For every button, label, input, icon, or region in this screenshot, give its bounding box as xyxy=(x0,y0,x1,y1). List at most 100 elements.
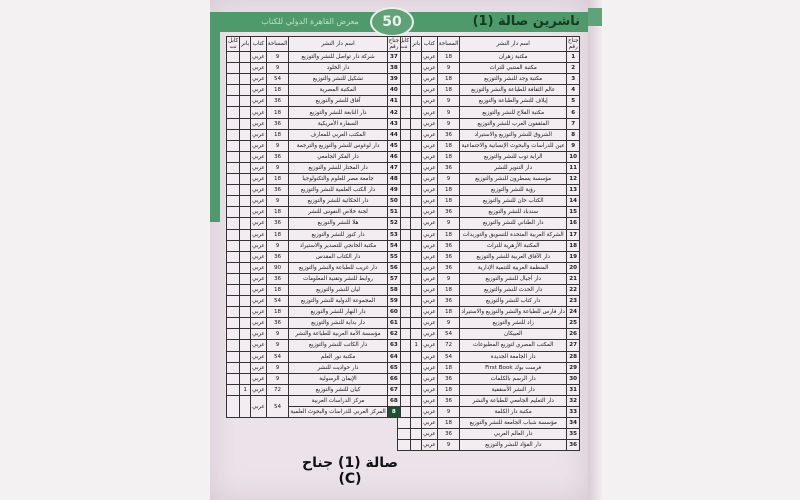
banner xyxy=(239,228,252,241)
area: 18 xyxy=(265,128,290,141)
book-type: عربي xyxy=(250,394,267,419)
publisher-name: مركز الدراسات العربية xyxy=(288,394,388,408)
booth-number: 7 xyxy=(565,117,581,130)
book-type: عربي xyxy=(421,250,438,263)
table-row: 52 هلا للنشر والتوزيع 36 عربي xyxy=(225,217,402,230)
booth-number: 20 xyxy=(565,261,581,274)
area: 18 xyxy=(436,184,461,197)
booth-number: 40 xyxy=(386,84,402,97)
fair-logo-text: معرض القاهرة الدولي للكتاب xyxy=(261,17,359,26)
area: 18 xyxy=(436,383,461,396)
book-type: عربي xyxy=(421,62,438,75)
area: 9 xyxy=(265,361,290,374)
publisher-name: مكتبة الفلاح للنشر والتوزيع xyxy=(459,106,567,119)
book-type: عربي xyxy=(250,117,267,130)
book-type: عربي xyxy=(421,283,438,297)
area: 9 xyxy=(436,439,461,452)
table-row: 25 زاد للنشر والتوزيع 9 عربي xyxy=(396,317,581,330)
booth-number: 65 xyxy=(386,361,402,374)
publisher-name: دار الكاتب للنشر والتوزيع xyxy=(288,339,388,352)
publisher-name: المثقفون العرب للنشر والتوزيع xyxy=(459,117,567,130)
publisher-name: السفارة الأمريكية xyxy=(288,117,388,130)
publisher-name: المكتبة المصرية xyxy=(288,84,388,97)
table-row: 59 المجموعة الدولية للنشر والتوزيع 54 عربي xyxy=(225,295,402,308)
booth-number: 15 xyxy=(565,206,581,219)
publisher-name: دار الكتب العلمية للنشر والتوزيع xyxy=(288,184,388,197)
banner xyxy=(410,428,423,441)
area: 18 xyxy=(265,84,290,97)
publisher-name: دار كنوز للنشر والتوزيع xyxy=(288,228,388,241)
table-row: 13 رؤية للنشر والتوزيع 18 عربي xyxy=(396,184,581,197)
publisher-name: مكتبة زهران xyxy=(459,50,567,64)
table-row: 44 المكتب العربي للمعارف 18 عربي xyxy=(225,128,402,141)
booth-number: 8 xyxy=(565,128,581,141)
table-row: 1 مكتبة زهران 18 عربي xyxy=(396,50,581,64)
area: 54 xyxy=(436,350,461,363)
book-type: عربي xyxy=(421,328,438,341)
area: 90 xyxy=(265,261,290,274)
booth-number: 25 xyxy=(565,317,581,330)
banner xyxy=(410,139,423,152)
book-type: عربي xyxy=(250,328,267,341)
table-row: 47 دار المختار للنشر والتوزيع 9 عربي xyxy=(225,161,402,175)
booth-number: 24 xyxy=(565,306,581,319)
book-type: عربي xyxy=(421,239,438,252)
booth-number: 47 xyxy=(386,161,402,175)
cable-net xyxy=(225,306,241,319)
table-row: 15 سندباد للنشر والتوزيع 36 عربي xyxy=(396,206,581,219)
banner xyxy=(410,239,423,252)
booth-number: 41 xyxy=(386,95,402,108)
publisher-name: دار المختار للنشر والتوزيع xyxy=(288,161,388,175)
book-type: عربي xyxy=(421,217,438,230)
publisher-name: دار الخلود xyxy=(288,62,388,75)
banner xyxy=(239,73,252,86)
book-type: عربي xyxy=(421,117,438,130)
table-row: 41 آفاق للنشر والتوزيع 36 عربي xyxy=(225,95,402,108)
banner xyxy=(239,106,252,119)
book-type: عربي xyxy=(250,206,267,219)
banner xyxy=(410,50,423,64)
table-row: 32 دار التعليم الجامعي للطباعة والنشر 36 عر… xyxy=(396,394,581,408)
publisher-name: مكتبة وجد للنشر والتوزيع xyxy=(459,73,567,86)
book-type: عربي xyxy=(421,173,438,186)
booth-number: 35 xyxy=(565,428,581,441)
area: 9 xyxy=(265,161,290,175)
booth-number: 64 xyxy=(386,350,402,363)
banner xyxy=(410,272,423,285)
booth-number: 17 xyxy=(565,228,581,241)
publisher-name: مؤسسة يسطرون للنشر والتوزيع xyxy=(459,173,567,186)
publisher-name: مكتبة دار الكلمة xyxy=(459,405,567,419)
publisher-name: دار الرسم بالكلمات xyxy=(459,372,567,385)
booth-number: 57 xyxy=(386,272,402,285)
banner xyxy=(410,84,423,97)
area: 18 xyxy=(265,306,290,319)
area: 18 xyxy=(436,73,461,86)
area: 9 xyxy=(436,272,461,285)
booth-number: 39 xyxy=(386,73,402,86)
publisher-name: مؤسسة الأمة العربية للطباعة والنشر xyxy=(288,328,388,341)
publishers-table-right: جناح رقم اسم دار النشر المساحة كتاب بانر كابل… xyxy=(396,36,581,452)
publisher-name: المكتب العربي للمعارف xyxy=(288,128,388,141)
book-type: عربي xyxy=(421,394,438,408)
page-title: ناشرين صالة (1) xyxy=(472,14,580,29)
table-row: 62 مؤسسة الأمة العربية للطباعة والنشر 9 عرب… xyxy=(225,328,402,341)
area: 36 xyxy=(265,95,290,108)
publisher-name: جامعة مصر للعلوم والتكنولوجيا xyxy=(288,173,388,186)
book-type: عربي xyxy=(421,139,438,152)
booth-number: 28 xyxy=(565,350,581,363)
banner xyxy=(239,317,252,330)
cable-net xyxy=(396,428,412,441)
area: 54 xyxy=(265,394,290,419)
header-band-next-page xyxy=(588,8,602,26)
publisher-name: لجنة خلاص النفوس للنشر xyxy=(288,206,388,219)
book-type: عربي xyxy=(421,150,438,163)
banner xyxy=(239,272,252,285)
table-row: 18 المكتبة الأزهرية للتراث 36 عربي xyxy=(396,239,581,252)
booth-number: 13 xyxy=(565,184,581,197)
cable-net xyxy=(225,295,241,308)
banner xyxy=(410,417,423,430)
book-type: عربي xyxy=(421,106,438,119)
cable-net xyxy=(225,372,241,385)
banner xyxy=(239,239,252,252)
area: 36 xyxy=(265,317,290,330)
